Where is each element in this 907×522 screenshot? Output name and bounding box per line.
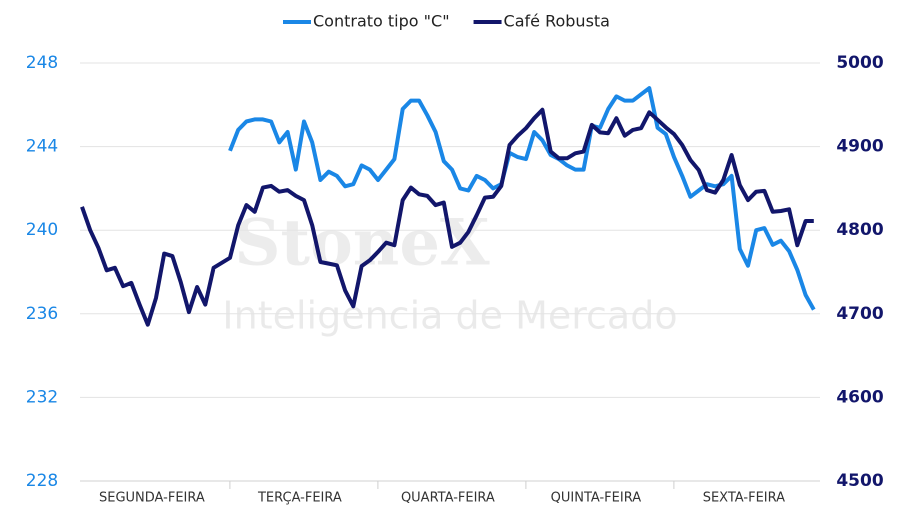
y-tick-label: 240 [26, 220, 58, 240]
y-tick-label: 232 [26, 387, 58, 407]
watermark: Inteligencia de Mercado [222, 294, 677, 338]
y-tick-label: 248 [26, 53, 58, 73]
x-tick-label: QUARTA-FEIRA [401, 491, 495, 506]
y2-tick-label: 5000 [836, 53, 883, 73]
legend-label: Café Robusta [504, 12, 610, 31]
y-tick-label: 244 [26, 137, 58, 157]
legend-label: Contrato tipo "C" [313, 12, 450, 31]
x-tick-label: SEXTA-FEIRA [703, 491, 785, 506]
y2-tick-label: 4700 [836, 304, 883, 324]
y-tick-label: 228 [26, 471, 58, 491]
y2-tick-label: 4900 [836, 137, 883, 157]
y-tick-label: 236 [26, 304, 58, 324]
x-tick-label: TERÇA-FEIRA [257, 491, 342, 506]
x-tick-label: SEGUNDA-FEIRA [99, 491, 205, 506]
series-line [80, 107, 814, 327]
y2-tick-label: 4500 [836, 471, 883, 491]
x-tick-label: QUINTA-FEIRA [551, 491, 642, 506]
series-line [228, 86, 816, 311]
y2-tick-label: 4800 [836, 220, 883, 240]
y2-tick-label: 4600 [836, 387, 883, 407]
